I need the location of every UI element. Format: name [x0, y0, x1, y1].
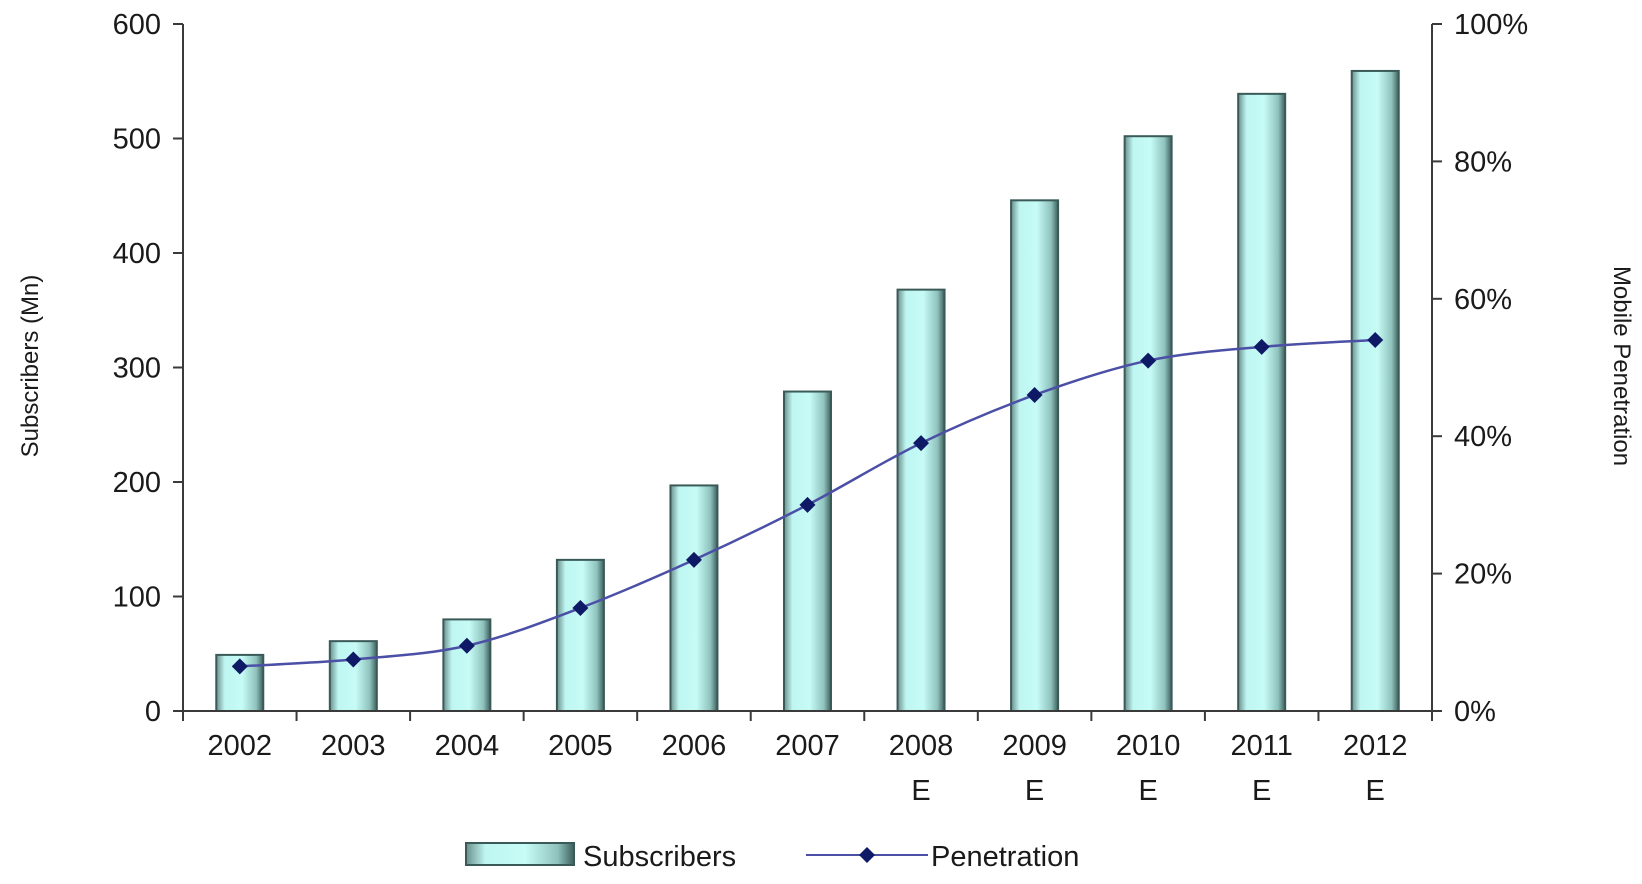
axes-layer: [173, 23, 1442, 721]
x-tick-label: 2008 E: [889, 730, 954, 807]
bar-3: [555, 558, 605, 712]
bar-7: [1010, 199, 1060, 713]
x-tick-label: 2006: [662, 730, 727, 762]
right-axis-title: Mobile Penetration: [1608, 266, 1635, 466]
x-tick-label: 2002: [208, 730, 273, 762]
bar-4: [669, 484, 719, 712]
right-tick-label: 40%: [1454, 421, 1512, 453]
legend: Subscribers Penetration: [465, 841, 1079, 873]
right-tick-label: 80%: [1454, 146, 1512, 178]
penetration-point-0: [231, 658, 248, 675]
x-tick-label: 2005: [548, 730, 613, 762]
x-tick-label: 2010 E: [1116, 730, 1181, 807]
bar-10: [1350, 69, 1400, 712]
right-tick-label: 100%: [1454, 9, 1528, 41]
penetration-point-8: [1140, 352, 1157, 369]
penetration-point-7: [1026, 386, 1043, 403]
bars-layer: [215, 69, 1400, 713]
left-tick-label: 0: [145, 696, 161, 728]
x-tick-label: 2007: [775, 730, 840, 762]
x-tick-label: 2004: [435, 730, 500, 762]
penetration-point-6: [913, 435, 930, 452]
penetration-point-3: [572, 599, 589, 616]
penetration-point-5: [799, 496, 816, 513]
left-tick-label: 300: [113, 353, 161, 385]
x-tick-label: 2009 E: [1002, 730, 1067, 807]
penetration-point-10: [1367, 332, 1384, 349]
x-tick-label: 2003: [321, 730, 386, 762]
right-tick-label: 60%: [1454, 284, 1512, 316]
bar-2: [442, 618, 492, 713]
left-tick-label: 100: [113, 582, 161, 614]
x-tick-label: 2012 E: [1343, 730, 1408, 807]
penetration-point-1: [345, 651, 362, 668]
legend-label-subscribers: Subscribers: [583, 841, 736, 873]
legend-swatch-penetration-marker: [859, 847, 875, 863]
bar-8: [1123, 135, 1173, 712]
left-tick-label: 600: [113, 9, 161, 41]
penetration-line-layer: [231, 332, 1384, 675]
legend-label-penetration: Penetration: [931, 841, 1079, 873]
right-tick-label: 20%: [1454, 559, 1512, 591]
bar-9: [1237, 92, 1287, 713]
left-tick-label: 200: [113, 467, 161, 499]
bar-6: [896, 288, 946, 712]
tick-labels-layer: 0 100 200 300 400 500 600 0% 20% 40% 60% 80% 100% 200…: [113, 9, 1529, 807]
x-tick-label: 2011 E: [1230, 730, 1292, 807]
left-tick-label: 400: [113, 238, 161, 270]
penetration-point-2: [458, 637, 475, 654]
legend-swatch-subscribers: [465, 842, 575, 866]
penetration-point-4: [685, 551, 702, 568]
left-axis-title: Subscribers (Mn): [17, 275, 44, 458]
bar-5: [783, 390, 832, 712]
left-tick-label: 500: [113, 124, 161, 156]
right-tick-label: 0%: [1454, 696, 1496, 728]
penetration-point-9: [1253, 338, 1270, 355]
